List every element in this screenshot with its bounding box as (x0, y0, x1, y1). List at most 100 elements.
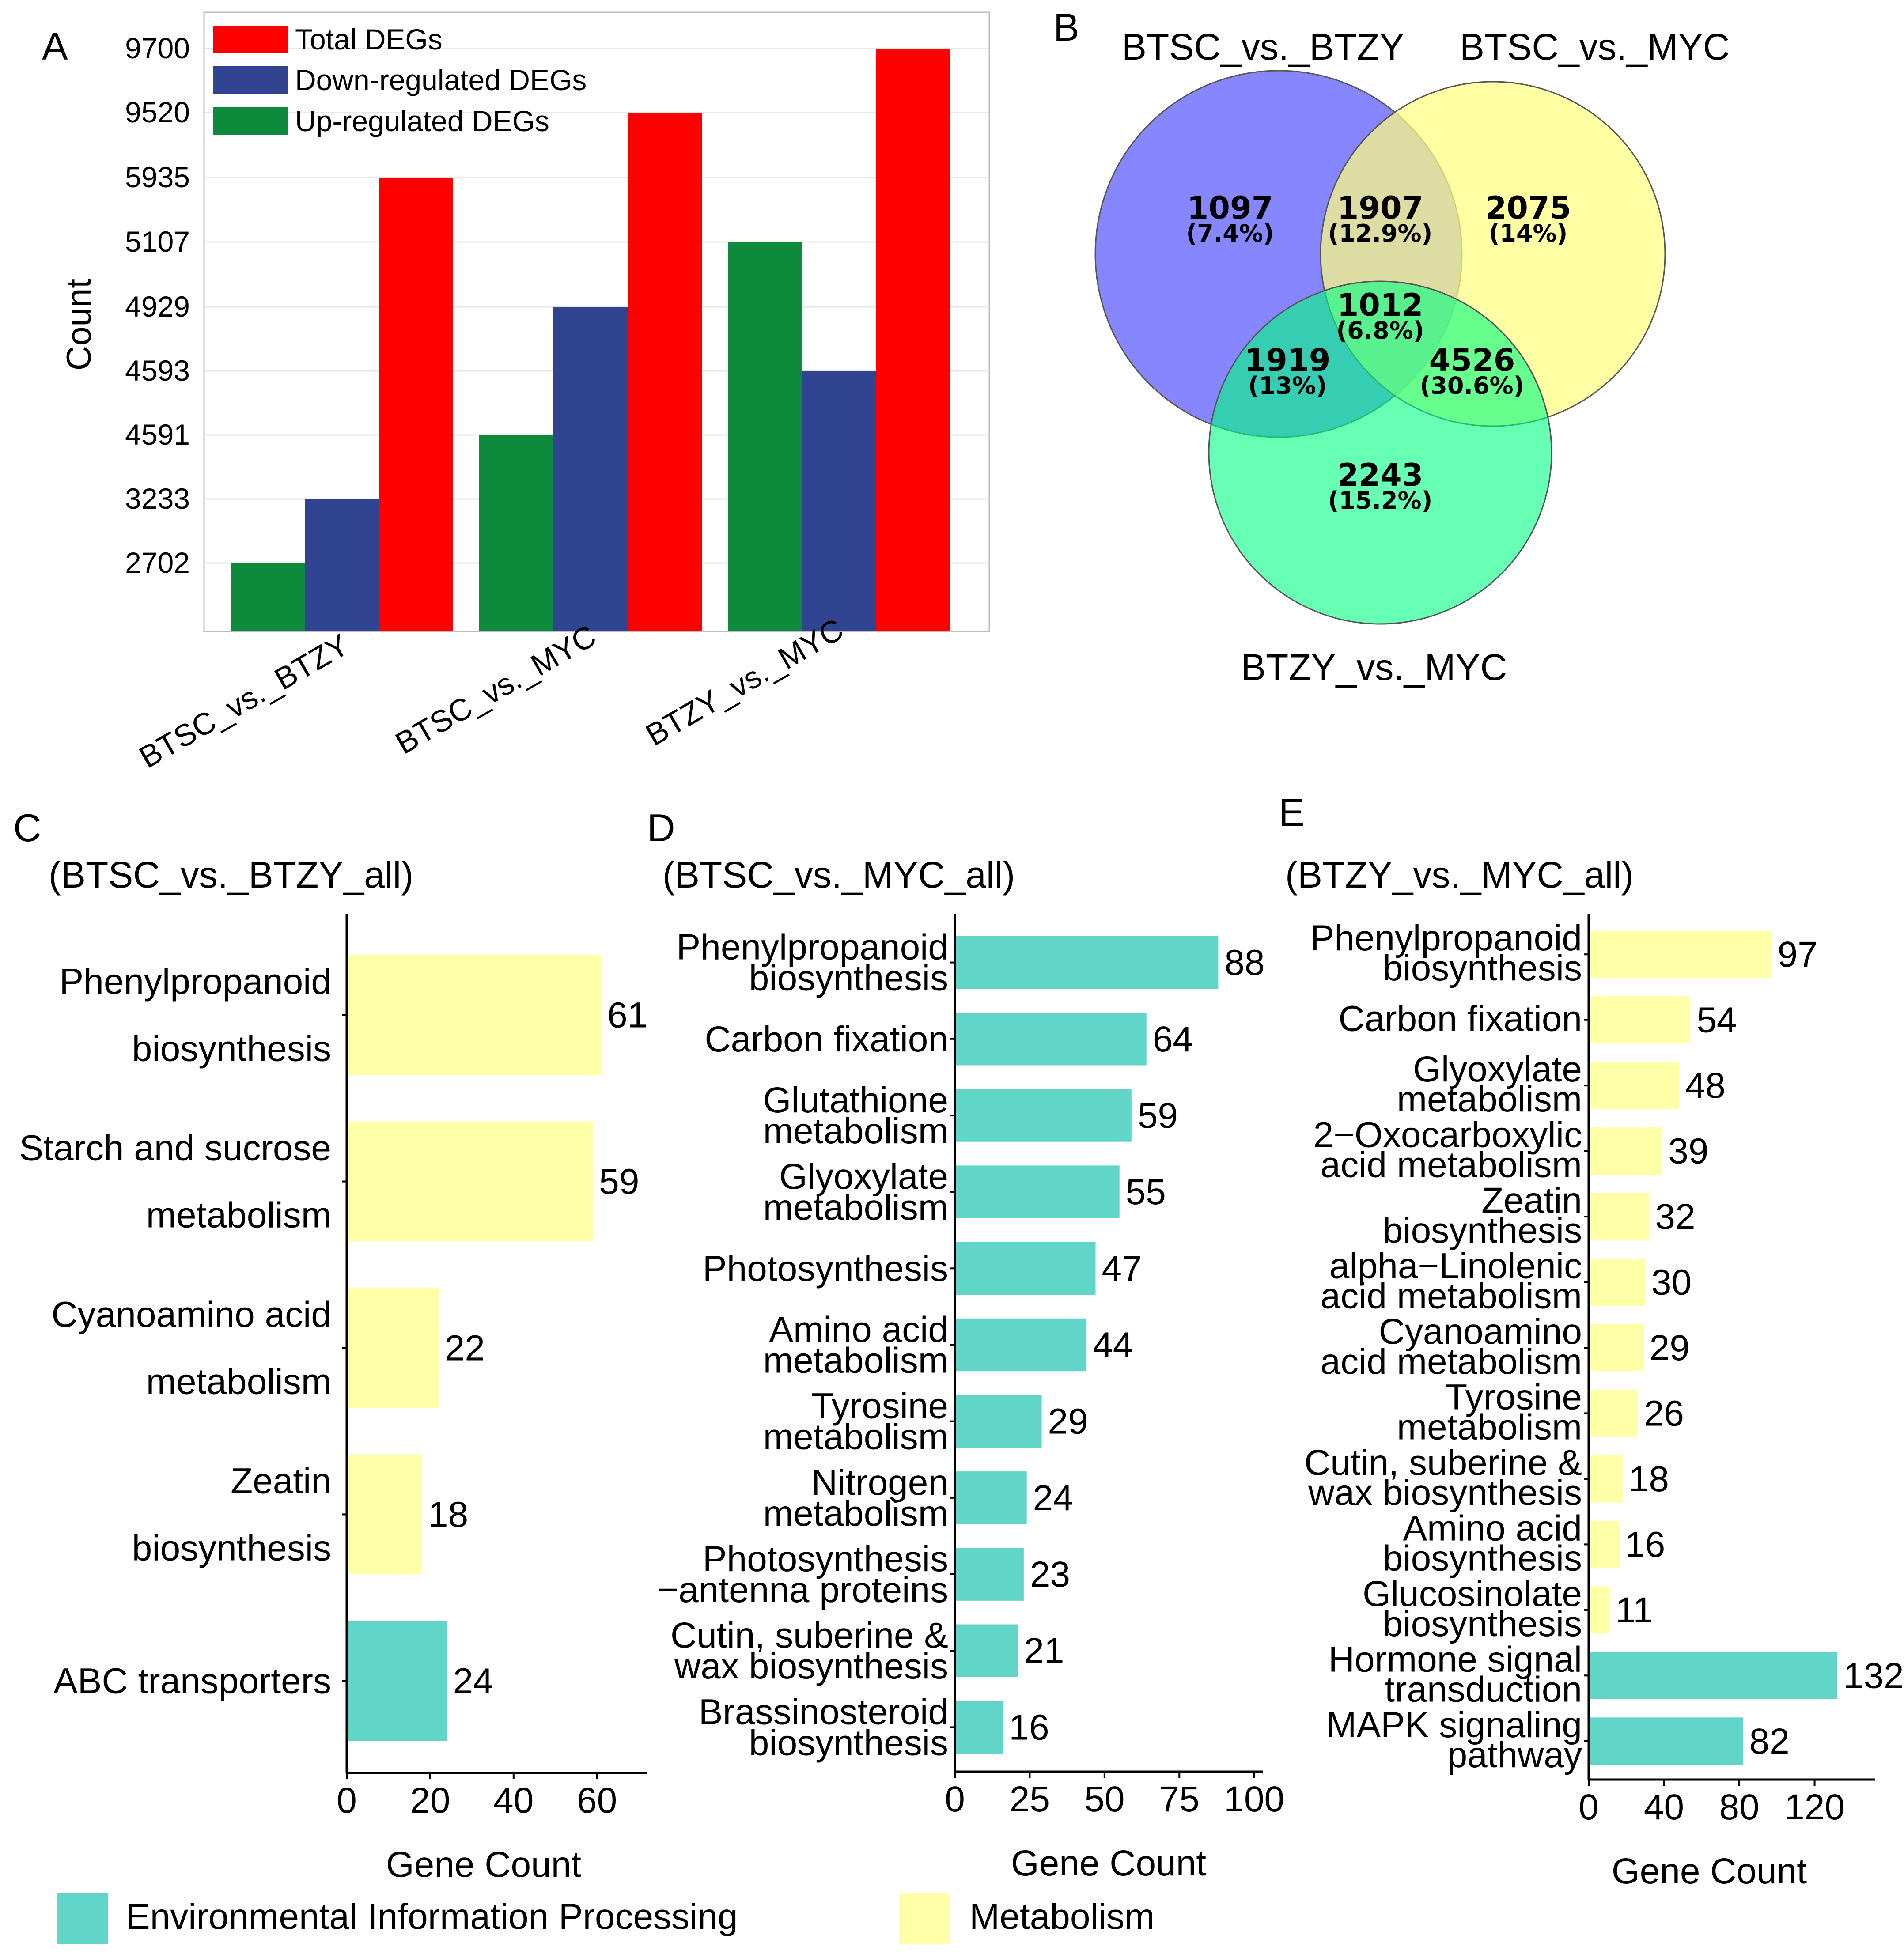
category-label: metabolism (763, 1187, 948, 1228)
panel-letter-b: B (1053, 5, 1079, 49)
bar-value-label: 11 (1616, 1590, 1653, 1630)
legend-label-up: Up-regulated DEGs (295, 105, 549, 137)
category-label: Amino acid (1403, 1508, 1582, 1548)
category-label: transduction (1385, 1669, 1582, 1709)
category-label: metabolism (146, 1362, 331, 1402)
category-label: metabolism (1397, 1407, 1582, 1447)
bar-brassinosteroid-biosynthesis (955, 1701, 1003, 1754)
venn-pct-all-three: (6.8%) (1336, 317, 1424, 344)
y-axis-title-a: Count (59, 279, 98, 370)
bar-value-label: 88 (1224, 943, 1264, 983)
bar-total-degs-btsc-vs-btzy (379, 178, 453, 631)
bar-value-label: 44 (1093, 1325, 1133, 1365)
panel-a: A 2702 3233 4591 4593 4929 5107 5935 9520 9700 B… (42, 11, 990, 775)
category-label: metabolism (763, 1417, 948, 1457)
x-tick-label: 25 (1010, 1779, 1050, 1819)
legend-label-down: Down-regulated DEGs (295, 64, 587, 96)
x-tick-label: 40 (493, 1780, 534, 1821)
bar-photosynthesis-antenna-proteins (955, 1548, 1024, 1601)
bar-down-regulated-degs-btsc-vs-btzy (305, 499, 379, 631)
category-label: Tyrosine (811, 1386, 948, 1426)
category-label: Tyrosine (1445, 1377, 1582, 1417)
x-tick-label: 0 (945, 1779, 965, 1819)
bar-total-degs-btzy-vs-myc (876, 49, 950, 631)
x-tick-label: 0 (337, 1780, 357, 1821)
bar-cutin-suberine-wax-biosynthesis (955, 1624, 1018, 1677)
bar-value-label: 29 (1650, 1328, 1690, 1368)
category-label: acid metabolism (1321, 1342, 1582, 1382)
category-label: Cutin, suberine & (670, 1615, 948, 1655)
x-axis-title: Gene Count (1612, 1851, 1807, 1891)
venn-pct-btsc-vs-myc-and-btzy-vs-myc: (30.6%) (1420, 372, 1525, 400)
bar-value-label: 59 (599, 1162, 639, 1202)
x-axis-title: Gene Count (386, 1844, 581, 1885)
category-label: Cyanoamino acid (51, 1295, 331, 1335)
venn-pct-only-btsc-vs-myc: (14%) (1489, 219, 1568, 247)
bar-starch-and-sucrose-metabolism (347, 1121, 593, 1242)
category-label: Glyoxylate (1413, 1049, 1582, 1089)
category-label: 2−Oxocarboxylic (1313, 1115, 1582, 1155)
bar-value-label: 26 (1644, 1393, 1684, 1433)
legend-a: Total DEGs Down-regulated DEGs Up-regula… (213, 23, 587, 137)
x-tick-label: 80 (1719, 1787, 1759, 1827)
venn-count-btsc-vs-btzy-and-btsc-vs-myc: 1907 (1337, 190, 1423, 226)
y-tick-label-a: 3233 (125, 482, 190, 515)
category-label: −antenna proteins (657, 1570, 948, 1610)
bar-glyoxylate-metabolism (1589, 1062, 1679, 1109)
legend-swatch-metabolism (899, 1893, 950, 1944)
y-tick-label-a: 4591 (125, 418, 190, 451)
x-tick-label: 100 (1224, 1779, 1284, 1819)
panel-letter-a: A (42, 24, 68, 68)
category-label: acid metabolism (1321, 1276, 1582, 1316)
category-label: Glyoxylate (779, 1157, 948, 1197)
bar-value-label: 64 (1153, 1019, 1193, 1059)
group-legend: Environmental Information Processing Met… (57, 1893, 1155, 1944)
category-label: acid metabolism (1321, 1145, 1582, 1185)
bar-value-label: 48 (1685, 1066, 1726, 1106)
venn-set-title-1: BTSC_vs._BTZY (1122, 26, 1404, 68)
bar-value-label: 32 (1655, 1197, 1695, 1237)
bar-value-label: 23 (1030, 1554, 1070, 1595)
category-label: wax biosynthesis (1308, 1473, 1582, 1513)
bar-carbon-fixation (955, 1013, 1147, 1066)
category-label: Phenylpropanoid (1310, 918, 1582, 958)
bar-cyanoamino-acid-metabolism (1589, 1324, 1643, 1372)
panel-b: B BTSC_vs._BTZY BTSC_vs._MYC BTZY_vs._MY… (1053, 5, 1730, 688)
bar-up-regulated-degs-btsc-vs-btzy (231, 563, 305, 631)
bar-value-label: 24 (1033, 1478, 1073, 1518)
panel-d: D (BTSC_vs._MYC_all) 88Phenylpropanoidbi… (647, 806, 1284, 1883)
category-label: Nitrogen (811, 1463, 948, 1503)
category-label: Cutin, suberine & (1304, 1443, 1582, 1483)
category-label: biosynthesis (1383, 1538, 1582, 1578)
venn-pct-only-btzy-vs-myc: (15.2%) (1328, 487, 1433, 514)
category-label: Phenylpropanoid (677, 927, 948, 968)
bar-value-label: 30 (1651, 1262, 1692, 1303)
bar-value-label: 97 (1778, 934, 1818, 975)
venn-set-title-2: BTSC_vs._MYC (1460, 26, 1730, 68)
category-label: Carbon fixation (704, 1019, 948, 1059)
venn-set-title-3: BTZY_vs._MYC (1241, 646, 1507, 688)
legend-swatch-env-info (57, 1893, 108, 1944)
y-tick-label-a: 4929 (125, 290, 190, 323)
venn-pct-btsc-vs-btzy-and-btsc-vs-myc: (12.9%) (1328, 219, 1433, 247)
venn-count-only-btsc-vs-btzy: 1097 (1187, 190, 1273, 226)
category-label: biosynthesis (749, 958, 948, 998)
category-label: Cyanoamino (1379, 1311, 1582, 1352)
bar-value-label: 132 (1843, 1655, 1904, 1696)
bar-mapk-signaling-pathway (1589, 1717, 1743, 1765)
bar-value-label: 16 (1009, 1707, 1049, 1747)
category-label: metabolism (763, 1111, 948, 1151)
bar-phenylpropanoid-biosynthesis (1589, 930, 1772, 978)
panel-letter-d: D (647, 806, 675, 850)
venn-count-all-three: 1012 (1337, 287, 1423, 323)
bar-total-degs-btsc-vs-myc (628, 113, 702, 631)
category-label: pathway (1447, 1735, 1582, 1775)
y-tick-label-a: 2702 (125, 546, 190, 579)
bar-nitrogen-metabolism (955, 1471, 1027, 1524)
bar-value-label: 18 (1629, 1459, 1669, 1499)
venn-count-only-btzy-vs-myc: 2243 (1337, 457, 1423, 493)
bar-cutin-suberine-wax-biosynthesis (1589, 1455, 1623, 1503)
bar-up-regulated-degs-btsc-vs-myc (479, 435, 553, 631)
bar-value-label: 21 (1024, 1631, 1064, 1671)
venn-pct-only-btsc-vs-btzy: (7.4%) (1186, 219, 1274, 247)
